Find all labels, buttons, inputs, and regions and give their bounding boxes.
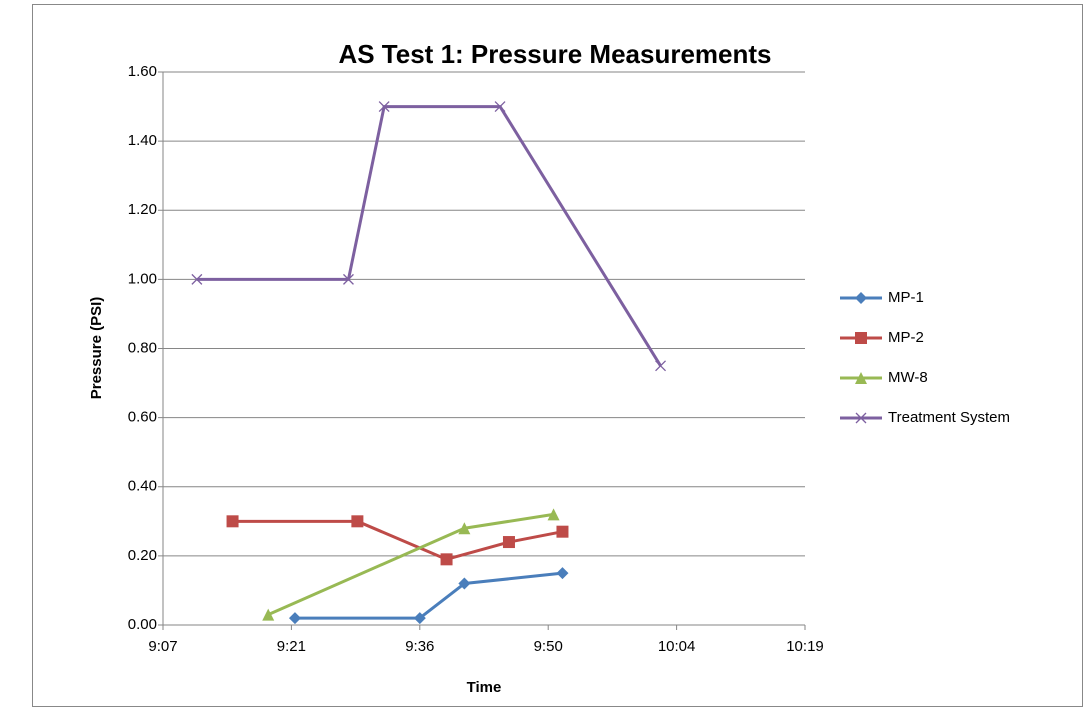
marker: [226, 515, 239, 528]
marker: [458, 522, 471, 535]
legend-label: MP-2: [888, 329, 924, 346]
marker: [855, 412, 867, 424]
y-tick-label: 0.00: [128, 616, 157, 633]
marker: [262, 608, 275, 621]
marker: [288, 612, 301, 625]
x-tick-label: 10:19: [786, 638, 824, 655]
y-tick-label: 1.00: [128, 270, 157, 287]
legend-label: MP-1: [888, 289, 924, 306]
marker: [494, 101, 506, 113]
chart-title: AS Test 1: Pressure Measurements: [338, 39, 771, 69]
marker: [502, 536, 515, 549]
y-tick-label: 1.20: [128, 201, 157, 218]
chart-frame: [32, 4, 1083, 707]
x-tick-label: 9:07: [148, 638, 177, 655]
marker: [343, 273, 354, 285]
marker: [413, 612, 426, 625]
marker: [440, 553, 453, 566]
legend-label: MW-8: [888, 369, 928, 386]
y-tick-label: 1.40: [128, 132, 157, 149]
marker: [655, 360, 667, 372]
x-tick-label: 9:36: [405, 638, 434, 655]
legend-label: Treatment System: [888, 409, 1010, 426]
marker: [855, 292, 867, 304]
marker: [547, 508, 560, 521]
y-tick-label: 0.20: [128, 547, 157, 564]
x-axis-label: Time: [467, 679, 502, 696]
marker: [378, 101, 390, 113]
marker: [556, 567, 569, 580]
marker: [855, 372, 867, 384]
marker: [855, 332, 867, 344]
x-tick-label: 10:04: [658, 638, 696, 655]
series-line: [294, 571, 563, 620]
marker: [556, 525, 569, 538]
y-tick-label: 0.40: [128, 478, 157, 495]
y-tick-label: 0.60: [128, 409, 157, 426]
y-tick-label: 0.80: [128, 339, 157, 356]
x-tick-label: 9:50: [534, 638, 563, 655]
marker: [351, 515, 364, 528]
y-axis-label: Pressure (PSI): [88, 297, 105, 400]
marker: [458, 577, 471, 590]
x-tick-label: 9:21: [277, 638, 306, 655]
y-tick-label: 1.60: [128, 63, 157, 80]
marker: [191, 273, 203, 285]
